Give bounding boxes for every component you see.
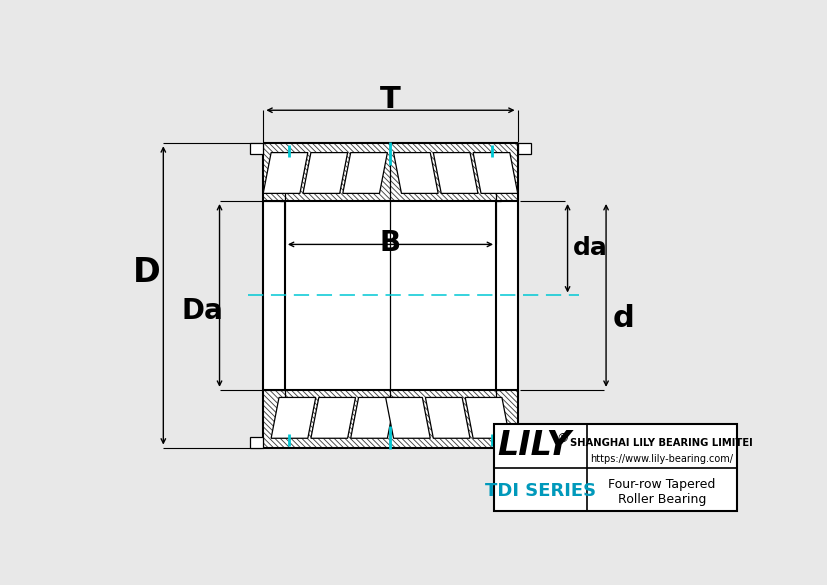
Polygon shape [385,397,430,438]
Polygon shape [472,153,517,194]
Polygon shape [351,397,394,438]
Text: da: da [572,236,607,260]
Bar [249,437,263,448]
Bar [249,143,263,154]
Bar [495,201,517,390]
Bar [263,201,284,390]
Text: LILY: LILY [497,429,571,463]
Bar [263,143,390,201]
Polygon shape [310,397,355,438]
Polygon shape [263,153,308,194]
Text: https://www.lily-bearing.com/: https://www.lily-bearing.com/ [590,454,733,464]
Polygon shape [342,153,387,194]
Text: Roller Bearing: Roller Bearing [617,493,705,506]
Bar [517,143,531,154]
Text: T: T [380,85,400,114]
Bar [517,437,531,448]
Text: ®: ® [555,432,567,445]
Bar [494,424,736,511]
Text: B: B [380,229,400,257]
Polygon shape [465,397,509,438]
Text: Four-row Tapered: Four-row Tapered [607,479,715,491]
Text: SHANGHAI LILY BEARING LIMITEI: SHANGHAI LILY BEARING LIMITEI [570,438,753,448]
Polygon shape [393,153,437,194]
Polygon shape [425,397,470,438]
Bar [263,143,517,201]
Polygon shape [433,153,477,194]
Text: D: D [132,256,160,289]
Text: TDI SERIES: TDI SERIES [485,482,595,500]
Bar [284,201,495,390]
Text: Da: Da [181,297,223,325]
Polygon shape [303,153,347,194]
Text: d: d [611,304,633,333]
Polygon shape [270,397,315,438]
Bar [263,390,517,448]
